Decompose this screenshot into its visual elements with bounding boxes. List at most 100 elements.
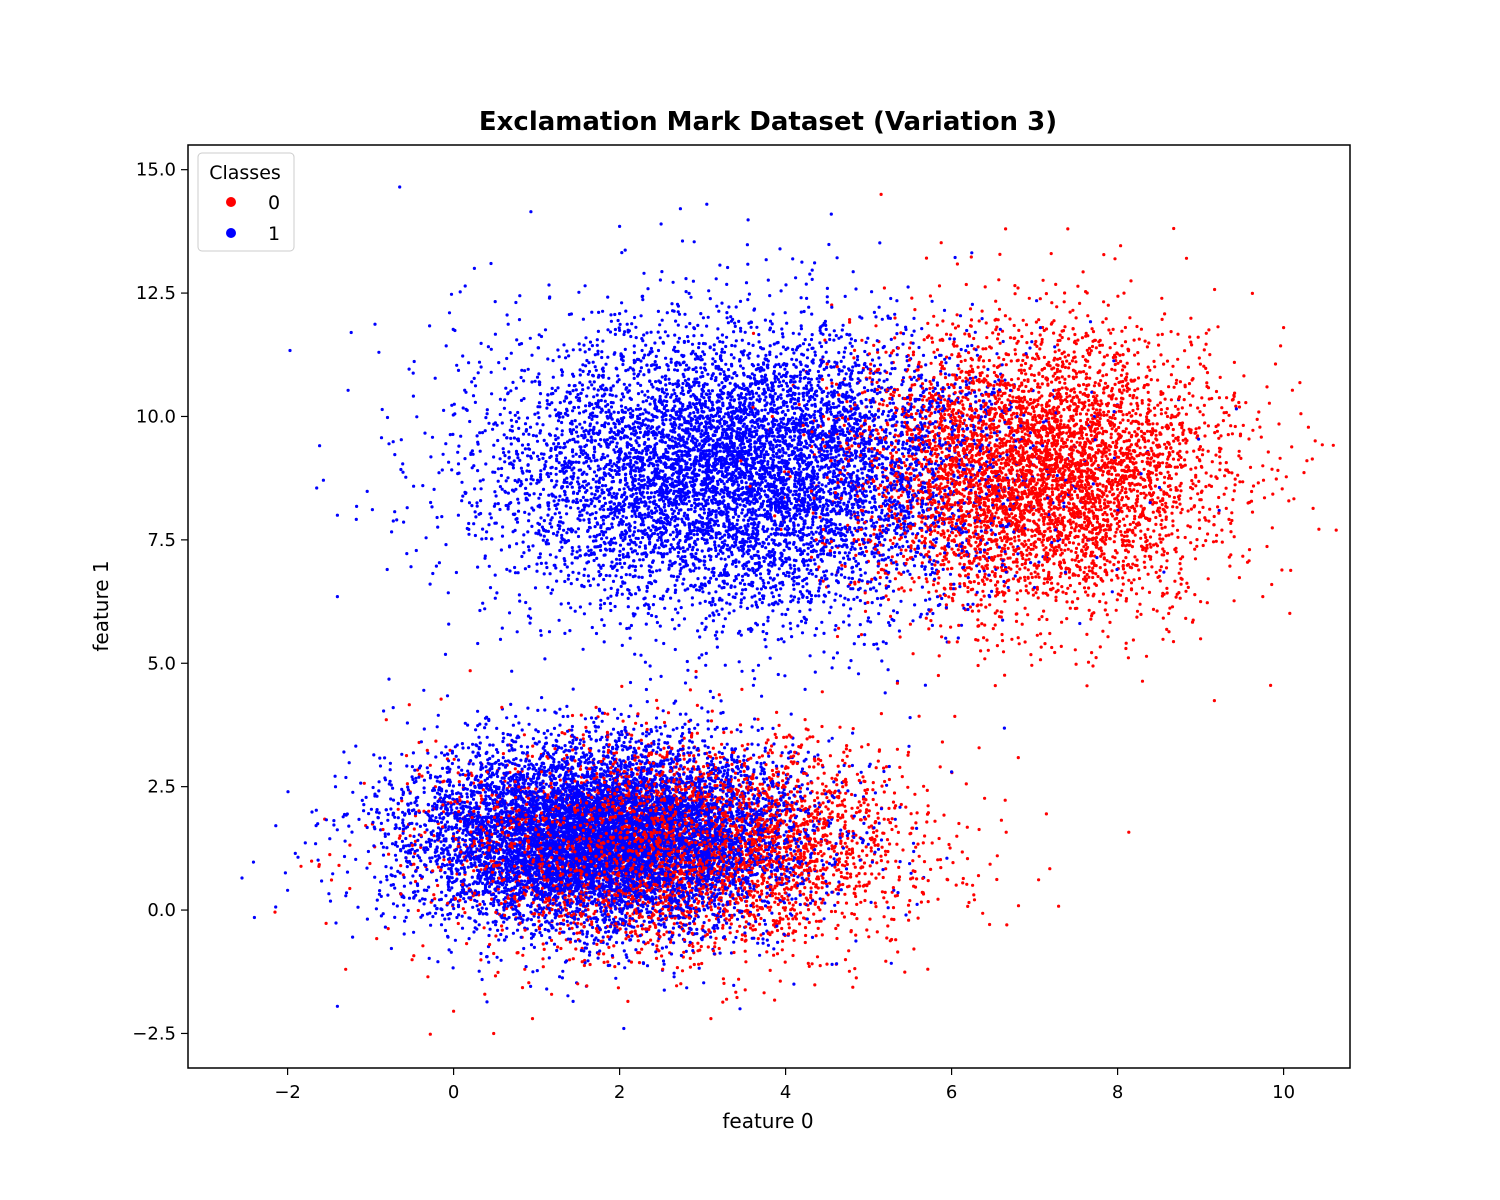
- data-point: [1146, 527, 1150, 532]
- data-point: [759, 916, 763, 921]
- data-point: [922, 338, 926, 342]
- data-point: [1184, 256, 1189, 260]
- data-point: [809, 886, 813, 890]
- data-point: [634, 721, 638, 725]
- data-point: [881, 403, 885, 407]
- data-point: [324, 921, 328, 926]
- data-point: [1115, 504, 1119, 508]
- data-point: [1242, 374, 1246, 378]
- data-point: [614, 915, 618, 919]
- data-point: [1142, 467, 1146, 471]
- data-point: [682, 736, 686, 740]
- data-point: [1143, 533, 1147, 537]
- data-point: [1055, 363, 1059, 367]
- data-point: [870, 872, 874, 876]
- data-point: [965, 825, 969, 829]
- data-point: [824, 784, 828, 788]
- data-point: [930, 841, 934, 845]
- data-point: [954, 883, 958, 887]
- data-point: [672, 922, 676, 926]
- data-point: [813, 859, 817, 864]
- data-point: [1153, 413, 1157, 417]
- data-point: [894, 859, 898, 863]
- data-point: [636, 924, 640, 928]
- data-point: [1059, 566, 1063, 570]
- data-point: [602, 952, 606, 956]
- data-point: [570, 713, 575, 718]
- data-point: [1084, 507, 1088, 511]
- data-point: [1289, 568, 1293, 573]
- data-point: [660, 755, 665, 759]
- data-point: [1116, 560, 1121, 564]
- data-point: [1010, 637, 1014, 641]
- data-point: [996, 393, 1000, 397]
- data-point: [713, 941, 717, 945]
- data-point: [982, 365, 986, 369]
- data-point: [1030, 373, 1034, 377]
- data-point: [1110, 397, 1114, 401]
- data-point: [839, 851, 844, 855]
- data-point: [979, 598, 983, 602]
- data-point: [1045, 580, 1050, 584]
- data-point: [784, 858, 788, 862]
- data-point: [1113, 416, 1117, 421]
- data-point: [935, 348, 940, 352]
- data-point: [1037, 356, 1041, 361]
- data-point: [442, 858, 446, 862]
- data-point: [1128, 316, 1132, 320]
- data-point: [828, 881, 832, 885]
- data-point: [1061, 590, 1065, 594]
- data-point: [756, 879, 760, 883]
- data-point: [678, 921, 683, 925]
- data-point: [550, 992, 554, 996]
- data-point: [892, 917, 896, 922]
- data-point: [387, 852, 391, 856]
- data-point: [1050, 486, 1054, 491]
- data-point: [1162, 481, 1166, 485]
- data-point: [1087, 608, 1091, 612]
- data-point: [419, 845, 423, 850]
- data-point: [916, 842, 920, 846]
- data-point: [595, 942, 599, 947]
- data-point: [797, 402, 801, 407]
- data-point: [868, 864, 872, 868]
- data-point: [1000, 632, 1004, 637]
- data-point: [1063, 548, 1067, 552]
- data-point: [1147, 341, 1151, 345]
- data-point: [778, 979, 782, 983]
- data-point: [579, 713, 583, 717]
- data-point: [328, 853, 332, 857]
- data-point: [1086, 314, 1090, 318]
- data-point: [1074, 550, 1078, 555]
- data-point: [1155, 609, 1159, 613]
- data-point: [1022, 511, 1026, 515]
- data-point: [984, 504, 988, 508]
- data-point: [898, 635, 902, 639]
- data-point: [864, 810, 868, 815]
- data-point: [1094, 656, 1098, 660]
- data-point: [1038, 537, 1042, 542]
- data-point: [816, 762, 820, 766]
- data-point: [784, 914, 789, 918]
- data-point: [1038, 347, 1042, 351]
- data-point: [995, 462, 999, 466]
- data-point: [273, 910, 277, 914]
- data-point: [750, 879, 754, 883]
- data-point: [1099, 399, 1103, 403]
- data-point: [787, 926, 792, 930]
- data-point: [1165, 359, 1170, 363]
- data-point: [1052, 331, 1056, 335]
- data-point: [843, 958, 848, 962]
- data-point: [1064, 391, 1069, 396]
- data-point: [1134, 412, 1138, 416]
- data-point: [981, 347, 985, 351]
- data-point: [803, 926, 808, 930]
- data-point: [942, 813, 946, 817]
- data-point: [1092, 384, 1096, 388]
- data-point: [621, 719, 625, 723]
- data-point: [893, 577, 898, 581]
- data-point: [1121, 418, 1125, 422]
- data-point: [1256, 481, 1260, 485]
- data-point: [844, 747, 849, 751]
- data-point: [834, 926, 838, 931]
